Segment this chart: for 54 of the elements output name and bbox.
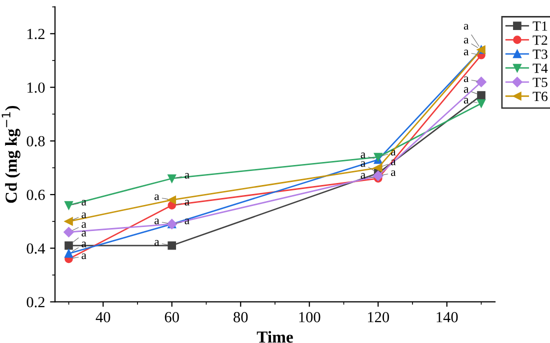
x-tick-label: 80 [234, 312, 248, 322]
point [64, 227, 74, 238]
annotation: a [82, 222, 86, 228]
point [168, 174, 176, 183]
annotation: a [154, 194, 160, 200]
legend-label: T5 [532, 78, 548, 88]
annotation: a [391, 160, 396, 166]
x-tick-label: 60 [164, 312, 179, 322]
annotation: a [82, 253, 86, 260]
legend-label: T4 [532, 64, 548, 73]
annotation: a [184, 200, 190, 206]
y-tick-label: 0.2 [26, 296, 44, 308]
point [64, 217, 73, 226]
y-tick-label: 1.0 [28, 82, 45, 93]
y-tick-label: 1.2 [28, 28, 44, 40]
annotation: a [82, 230, 86, 237]
point [374, 164, 382, 172]
legend-label: T1 [532, 21, 548, 31]
point [374, 152, 382, 162]
annotation: a [464, 38, 469, 44]
annotation: a [464, 98, 469, 104]
annotation: a [360, 152, 366, 158]
annotation: a [464, 87, 469, 93]
point [373, 170, 384, 181]
point [168, 241, 176, 250]
annotation: a [360, 173, 366, 179]
y-tick-label: 0.6 [26, 190, 45, 200]
point [64, 249, 73, 258]
annotation: a [184, 218, 190, 224]
x-axis-title: Time [256, 330, 293, 343]
point [64, 201, 73, 210]
annotation: a [391, 150, 396, 156]
annotation: a [464, 24, 469, 30]
annotation: a [154, 218, 160, 224]
annotation: a [154, 240, 160, 246]
legend-label: T2 [532, 36, 548, 45]
legend-label: T3 [532, 50, 548, 59]
x-tick-label: 40 [96, 312, 110, 322]
y-tick-label: 0.8 [26, 136, 45, 146]
x-tick-label: 100 [299, 312, 320, 322]
annotation: a [464, 50, 469, 56]
annotation: a [464, 76, 469, 82]
y-axis-title: Cd (mg kg$^{−1}$) [2, 106, 20, 203]
point [168, 196, 176, 204]
x-tick-label: 120 [368, 312, 389, 322]
annotation: a [391, 170, 396, 176]
point [476, 76, 486, 88]
point [477, 99, 486, 108]
legend-label: T6 [532, 92, 548, 102]
annotation: a [82, 212, 86, 218]
point [64, 241, 73, 250]
y-tick-label: 0.4 [26, 243, 46, 254]
x-tick-label: 140 [436, 312, 458, 322]
point [477, 91, 486, 100]
